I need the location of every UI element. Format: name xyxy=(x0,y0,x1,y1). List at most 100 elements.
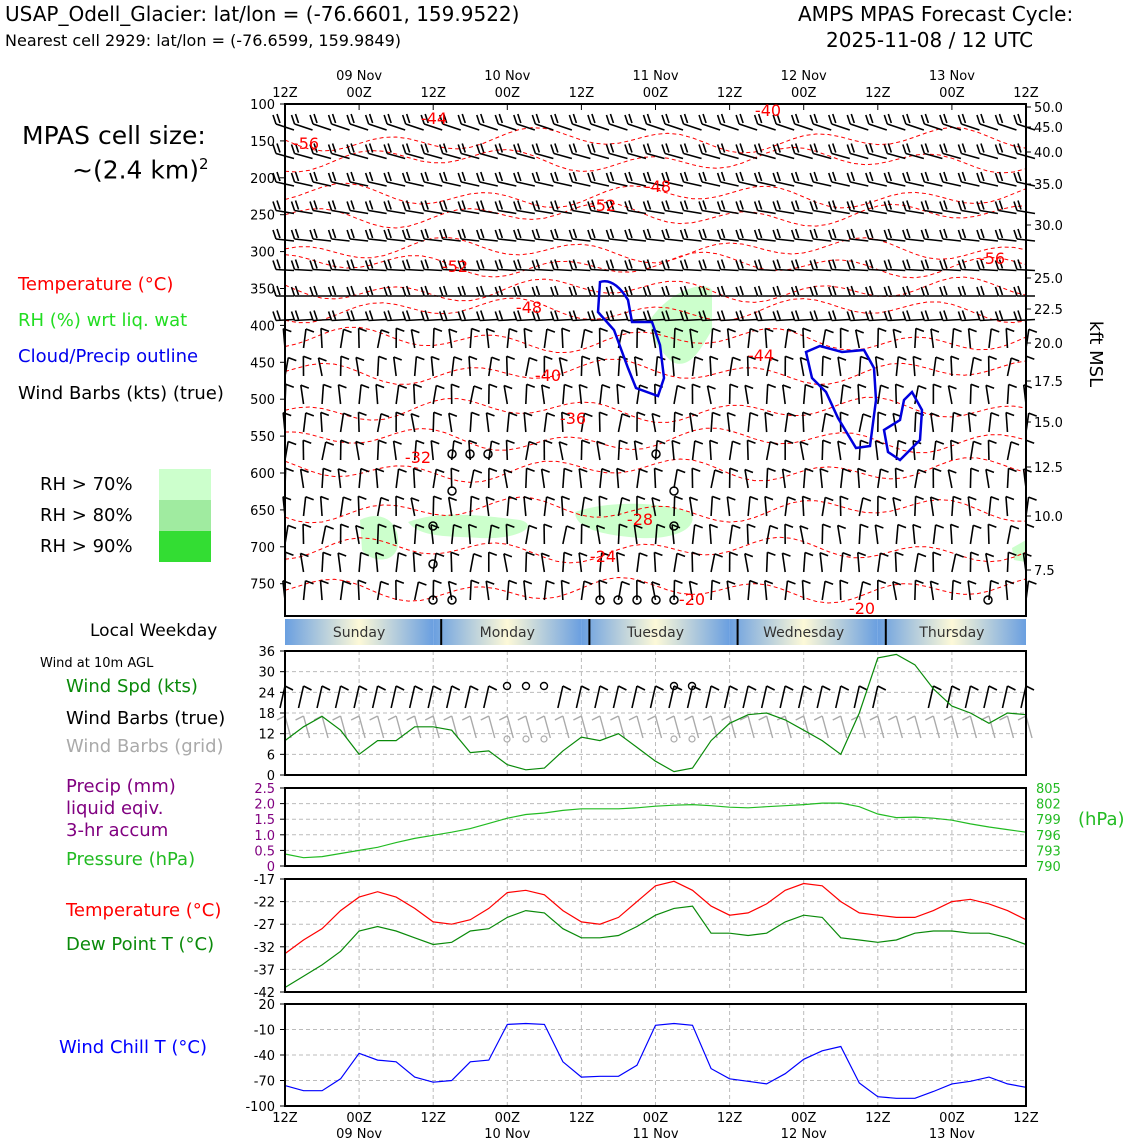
wind-barb-flag xyxy=(831,171,837,182)
wind-barb xyxy=(405,152,424,160)
wind-barb xyxy=(775,152,795,160)
wind-barb-flag xyxy=(276,200,281,210)
wind-barb-flag xyxy=(720,285,726,296)
wind-barb-flag xyxy=(1017,259,1022,269)
wind-barb-flag xyxy=(869,310,874,320)
wind-barb-flag xyxy=(883,172,889,183)
wind-barb-flag xyxy=(757,171,763,182)
wind-barb xyxy=(720,152,739,160)
wind-barb xyxy=(432,385,438,405)
wind-barb xyxy=(355,525,360,545)
wind-barb-flag xyxy=(609,113,615,124)
wind-barb xyxy=(294,318,313,322)
wind-barb xyxy=(967,328,972,349)
wind-barb-flag xyxy=(276,171,281,182)
true-wind-barb xyxy=(575,685,583,709)
wind-barb xyxy=(1006,357,1012,377)
wind-barb-flag xyxy=(887,310,893,320)
wind-barb-flag xyxy=(584,328,593,334)
wind-barb-flag xyxy=(346,229,351,240)
wind-barb xyxy=(386,123,406,131)
wind-barb xyxy=(487,524,493,545)
wind-barb xyxy=(905,268,924,272)
wind-barb xyxy=(599,384,603,405)
calm-wind-circle xyxy=(447,486,457,496)
wind-barb xyxy=(801,496,805,517)
wind-barb-flag xyxy=(438,311,444,321)
wind-barb-flag xyxy=(957,201,963,211)
wind-barb-flag xyxy=(568,286,574,297)
wind-barb-flag xyxy=(290,114,296,125)
wind-barb-flag xyxy=(587,311,592,321)
wind-barb xyxy=(924,318,943,322)
wind-barb-flag xyxy=(794,113,800,124)
true-wind-barb-flag xyxy=(340,685,349,691)
grid-wind-barb-flag xyxy=(369,715,378,721)
wind-barb-flag xyxy=(970,551,980,556)
wind-barb xyxy=(998,209,1017,215)
wind-barb xyxy=(969,441,975,461)
wind-barb xyxy=(636,468,641,489)
wind-barb-flag xyxy=(776,143,781,153)
pressure-tick-label: 700 xyxy=(250,541,275,556)
wind-barb xyxy=(339,497,345,517)
wind-barb-flag xyxy=(305,496,314,501)
wind-barb xyxy=(850,181,869,187)
wind-barb-flag xyxy=(651,497,661,502)
wind-barb-flag xyxy=(865,311,870,321)
wind-barb xyxy=(757,318,776,322)
wind-barb xyxy=(701,152,721,160)
wind-barb-flag xyxy=(581,439,591,444)
wind-barb-flag xyxy=(621,497,631,502)
wind-barb xyxy=(599,468,603,489)
wind-barb-flag xyxy=(309,144,314,154)
wind-barb xyxy=(857,468,861,489)
wind-barb-flag xyxy=(846,172,852,183)
wind-barb-flag xyxy=(1028,328,1038,334)
wind-barb-flag xyxy=(398,384,408,389)
wind-barb xyxy=(609,209,628,215)
wind-barb-flag xyxy=(591,310,596,320)
wind-barb-flag xyxy=(302,523,312,528)
wind-barb-flag xyxy=(744,468,754,474)
wind-barb-flag xyxy=(517,200,522,210)
wind-barb xyxy=(951,328,955,349)
wind-barb xyxy=(430,440,434,461)
wind-barb-flag xyxy=(732,356,741,362)
wind-barb-flag xyxy=(729,383,739,388)
wind-barb-flag xyxy=(517,113,522,124)
wind-barb-flag xyxy=(883,201,889,211)
wind-barb xyxy=(627,123,647,131)
wind-barb-flag xyxy=(442,310,448,320)
wind-barb xyxy=(998,238,1017,242)
wind-barb-flag xyxy=(646,200,652,210)
grid-wind-barb xyxy=(543,715,552,739)
wind-barb-flag xyxy=(850,259,856,269)
wind-barb-flag xyxy=(712,411,721,417)
precip-liquid-label: liquid eqiv. xyxy=(66,798,164,819)
wind-barb-flag xyxy=(294,143,300,153)
wind-barb xyxy=(540,553,546,573)
wind-barb-flag xyxy=(735,286,740,297)
kft-tick-label: 12.5 xyxy=(1034,461,1063,476)
temperature-contour-label: -56 xyxy=(979,249,1005,268)
wind-barb xyxy=(671,524,675,545)
wind-barb-flag xyxy=(473,469,483,474)
wind-barb-flag xyxy=(930,412,940,417)
wind-barb-flag xyxy=(343,328,352,334)
cloud-outline-1 xyxy=(596,279,666,398)
wind-barb-flag xyxy=(513,114,518,125)
wind-barb xyxy=(357,580,360,601)
wind-barb xyxy=(673,328,676,349)
wind-barb xyxy=(831,268,850,272)
wind-barb xyxy=(516,152,536,160)
temperature-contour-label: -20 xyxy=(849,599,875,618)
calm-wind-circle xyxy=(428,595,438,605)
wind-barb xyxy=(905,181,925,187)
grid-wind-barb xyxy=(673,715,681,739)
wind-barb-flag xyxy=(415,439,425,445)
wind-barb-flag xyxy=(383,229,388,240)
wind-barb-flag xyxy=(616,383,626,389)
wind-barb-flag xyxy=(517,285,522,296)
wind-barb xyxy=(562,525,568,545)
